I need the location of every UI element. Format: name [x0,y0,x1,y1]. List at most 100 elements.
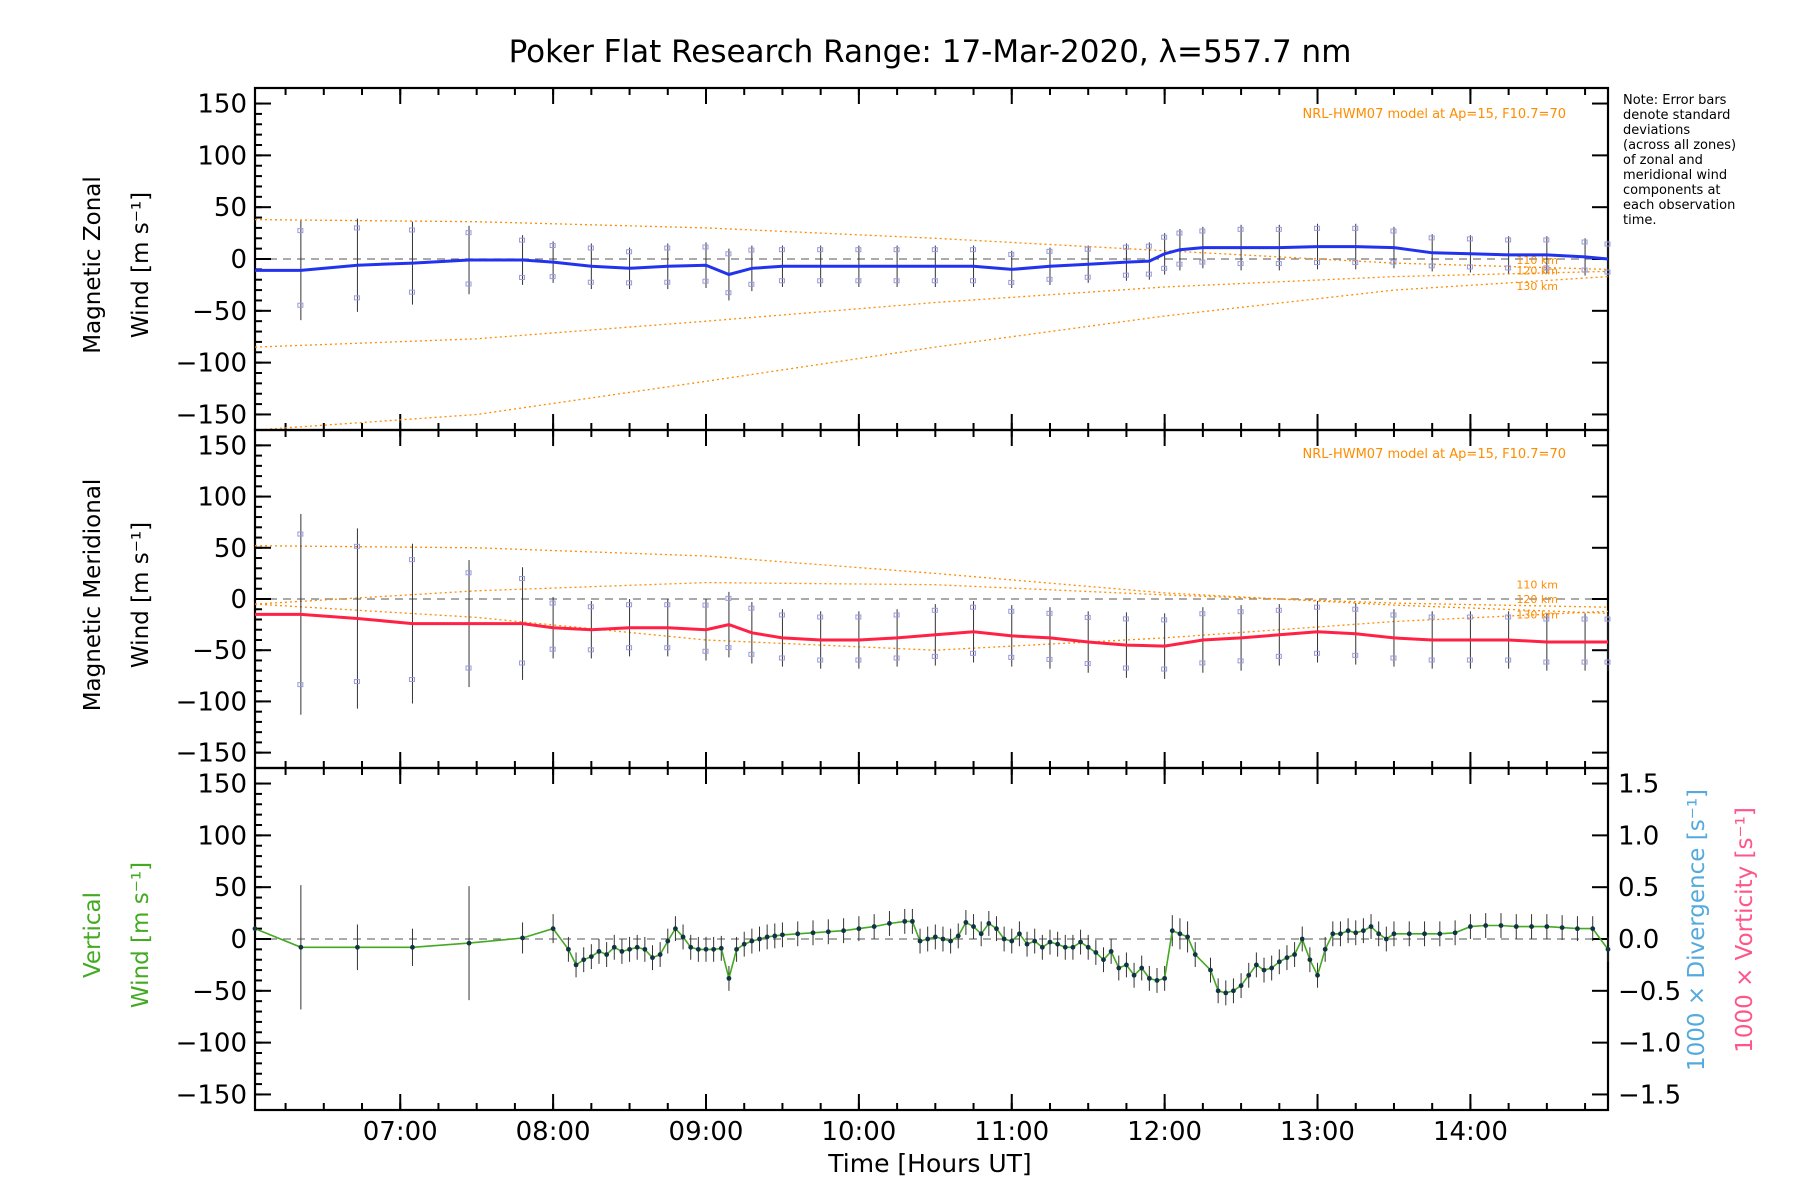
vertical-data-point [1047,939,1053,945]
meridional-panel: Magnetic Meridional Wind [m s⁻¹] NRL-HWM… [80,447,1566,711]
zonal-zone-point [1008,251,1015,257]
zonal-zone-point [725,251,732,257]
vertical-data-point [932,934,938,940]
zonal-zone-point [1161,265,1168,271]
meridional-zone-point [297,531,304,537]
meridional-zone-point [1466,614,1473,620]
vorticity-label: 1000 × Vorticity [s⁻¹] [1732,807,1758,1053]
zonal-zone-point [1352,260,1359,266]
vertical-data-point [1345,928,1351,934]
vertical-data-point [665,938,671,944]
zonal-panel: Magnetic Zonal Wind [m s⁻¹] NRL-HWM07 mo… [80,107,1566,354]
meridional-zone-point [817,614,824,620]
meridional-zone-point [1428,614,1435,620]
meridional-zone-point [1161,617,1168,623]
x-tick-label: 11:00 [974,1117,1049,1147]
divergence-label-text: 1000 × Divergence [s⁻¹] [1684,789,1710,1071]
vertical-ytick-label: 150 [197,770,247,800]
meridional-model-alt-label: 120 km [1516,593,1558,606]
meridional-zone-point [748,651,755,657]
zonal-zone-point [1543,265,1550,271]
vertical-data-point [1162,975,1168,981]
vertical-data-point [1284,955,1290,961]
zonal-zone-point [1084,274,1091,280]
vertical-data-point [1330,931,1336,937]
meridional-zone-point [549,600,556,606]
meridional-zone-point [702,602,709,608]
meridional-zone-point [408,557,415,563]
zonal-zone-point [778,278,785,284]
vertical-data-point [726,975,732,981]
meridional-zone-point [1008,608,1015,614]
meridional-zone-point [1581,616,1588,622]
divergence-label: 1000 × Divergence [s⁻¹] [1684,789,1710,1071]
meridional-zone-point [519,660,526,666]
vertical-data-point [1032,938,1038,944]
vertical-data-point [1124,962,1129,968]
vertical-data-point [978,931,984,937]
vertical-data-point [566,946,571,952]
zonal-zone-point [1161,234,1168,240]
meridional-model-alt-label: 130 km [1516,608,1558,621]
meridional-zone-point [931,607,938,613]
note-text: Note: Error bars denote standard deviati… [1623,93,1736,228]
vertical-data-point [963,920,969,925]
zonal-model-curve [254,275,1609,431]
meridional-zone-point [778,612,785,618]
meridional-zone-point [725,595,732,601]
meridional-zone-point [855,657,862,663]
x-tick-label: 07:00 [363,1117,438,1147]
vertical-data-point [1559,925,1565,930]
zonal-model-alt-label: 130 km [1516,280,1558,293]
zonal-ylabel: Magnetic Zonal [80,176,106,354]
meridional-zone-point [1314,604,1321,610]
note-line: (across all zones) [1623,138,1736,153]
vertical-plot: 150 100 50 0 −50 −100 −150 1.5 1.0 0.5 0.0 −0.5 −1.0… [176,766,1681,1112]
vertical-data-point [1215,988,1221,994]
zonal-zone-point [408,227,415,233]
meridional-model-alt-label: 110 km [1516,579,1558,592]
zonal-zone-point [664,245,671,251]
x-axis-label: Time [Hours UT] [827,1149,1031,1178]
zonal-zone-point [778,247,785,253]
meridional-zone-point [1352,606,1359,612]
meridional-ylabel-line2: Wind [m s⁻¹] [128,522,154,668]
x-tick-label: 13:00 [1280,1117,1355,1147]
zonal-zone-point [1581,267,1588,273]
meridional-zone-point [664,645,671,651]
vertical-data-point [1039,944,1045,950]
vertical-data-point [1391,931,1397,937]
x-tick-label: 10:00 [821,1117,896,1147]
vertical-data-point [909,918,915,924]
vertical-data-point [1062,944,1068,950]
meridional-zone-point [1046,656,1053,662]
vertical-data-point [466,940,472,946]
vertical-data-point [1070,944,1076,950]
vertical-data-point [1468,924,1473,929]
vertical-data-point [680,934,686,940]
zonal-zone-point [519,274,526,280]
vertical-data-point [581,957,587,963]
zonal-zone-point [519,237,526,243]
zonal-zone-point [1604,241,1611,247]
vertical-series-line [254,920,1609,994]
zonal-zone-point [817,278,824,284]
vertical-data-point [355,944,360,950]
zonal-zone-point [549,243,556,249]
zonal-zone-point [1466,264,1473,270]
vertical-data-point [1590,926,1596,932]
vertical-data-point [1483,923,1489,928]
vertical-data-point [1315,972,1320,978]
meridional-zone-point [626,602,633,608]
meridional-model-curve [254,581,1609,608]
right-ytick-label: 1.5 [1618,770,1659,800]
meridional-model-curve [254,603,1609,651]
meridional-ytick-label: −100 [176,687,247,717]
vertical-data-point [871,924,877,929]
vertical-data-point [1085,944,1091,950]
zonal-zone-point [1466,236,1473,242]
vertical-data-point [1093,950,1099,955]
meridional-zone-point [1084,614,1091,620]
vertical-data-point [971,924,976,929]
vertical-data-point [902,918,908,924]
